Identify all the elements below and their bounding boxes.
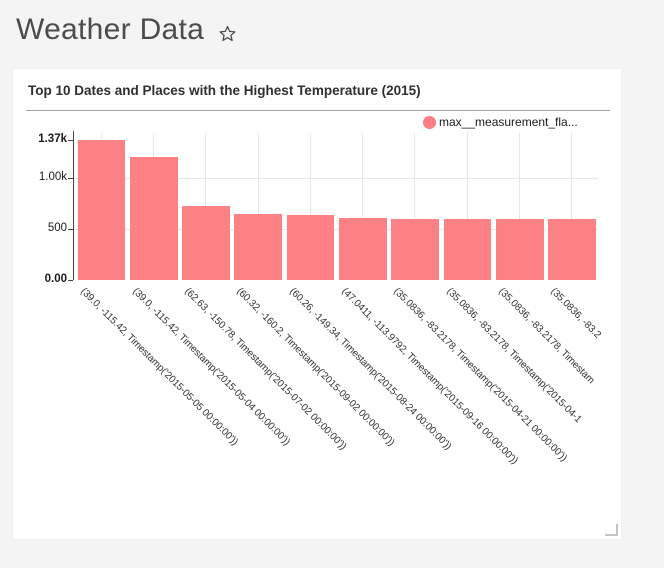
y-axis-line xyxy=(73,131,74,280)
y-axis-tick xyxy=(68,139,73,141)
title-divider xyxy=(26,110,610,111)
bar[interactable] xyxy=(495,218,544,280)
chart-card: Top 10 Dates and Places with the Highest… xyxy=(13,69,621,539)
v-gridline xyxy=(362,133,364,280)
v-gridline xyxy=(309,133,311,280)
bar[interactable] xyxy=(182,205,230,280)
favorite-star-icon[interactable] xyxy=(218,24,237,43)
legend-item[interactable]: max__measurement_fla... xyxy=(423,115,578,129)
plot-area: 0.00 500 1.00k 1.37k (39.0, -115.42, Timesta… xyxy=(13,69,621,539)
resize-handle-icon[interactable] xyxy=(605,524,618,536)
h-gridline xyxy=(73,177,598,179)
bar[interactable] xyxy=(339,217,387,280)
h-gridline xyxy=(73,228,598,230)
bar[interactable] xyxy=(548,218,596,280)
v-gridline xyxy=(466,133,468,280)
y-tick-label: 1.37k xyxy=(38,133,67,146)
chart-title: Top 10 Dates and Places with the Highest… xyxy=(28,83,421,98)
legend-swatch-icon xyxy=(423,115,436,129)
y-tick-label: 500 xyxy=(47,222,67,234)
page-title: Weather Data xyxy=(16,13,205,46)
v-gridline xyxy=(571,133,573,280)
bar[interactable] xyxy=(234,214,283,280)
v-gridline xyxy=(519,133,521,280)
x-tick-label: (35.0836, -83.2178, Timestamp('2015-04-2… xyxy=(391,286,570,464)
v-gridline xyxy=(257,133,259,280)
bar[interactable] xyxy=(391,218,440,280)
bar[interactable] xyxy=(77,140,126,280)
x-tick-label: (47.0411, -113.9792, Timestamp('2015-09-… xyxy=(339,286,520,467)
bar[interactable] xyxy=(129,157,178,280)
legend-label: max__measurement_fla... xyxy=(439,115,578,129)
y-axis-tick xyxy=(68,279,73,281)
x-tick-label: (35.0836, -83.2 xyxy=(548,286,604,341)
bar[interactable] xyxy=(286,215,335,280)
y-axis-tick xyxy=(68,228,73,230)
bar[interactable] xyxy=(443,218,492,280)
page-header: Weather Data xyxy=(16,13,237,47)
v-gridline xyxy=(414,133,416,280)
x-tick-label: (35.0836, -83.2178, Timestam xyxy=(496,286,597,387)
y-tick-label: 0.00 xyxy=(44,273,67,285)
y-axis-tick xyxy=(68,177,73,179)
y-tick-label: 1.00k xyxy=(38,171,67,183)
